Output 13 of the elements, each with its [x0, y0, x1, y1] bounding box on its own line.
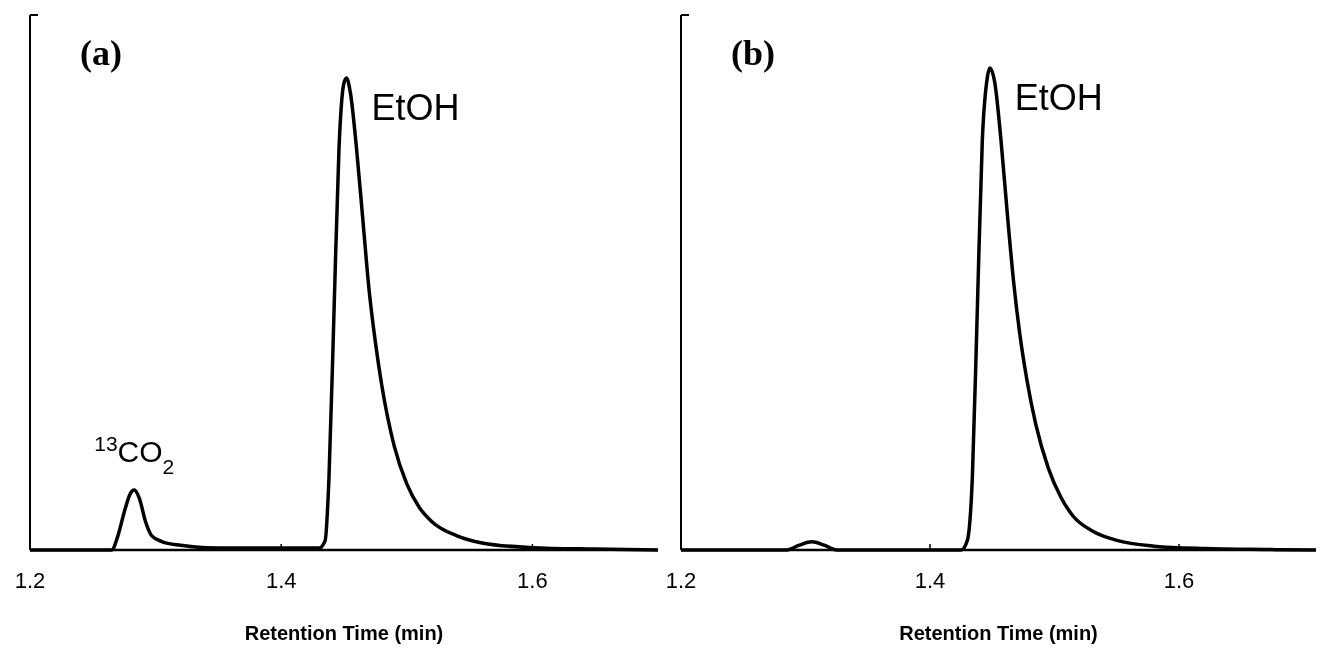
x-tick-label: 1.6 [517, 568, 548, 593]
x-tick-label: 1.4 [914, 568, 946, 593]
x-tick-label: 1.4 [265, 568, 297, 593]
annotation: EtOH [371, 87, 460, 128]
x-tick-label: 1.6 [1163, 568, 1195, 593]
x-axis-title: Retention Time (min) [244, 622, 444, 644]
annotation: EtOH [1014, 77, 1103, 118]
chart-title: (a) [80, 33, 122, 73]
x-tick-label: 1.2 [14, 568, 46, 593]
chart-title: (b) [731, 33, 775, 73]
x-axis-title: Retention Time (min) [899, 622, 1098, 644]
annotation: $^{13}$CO$_{2}$ [94, 431, 175, 478]
x-tick-label: 1.2 [665, 568, 697, 593]
